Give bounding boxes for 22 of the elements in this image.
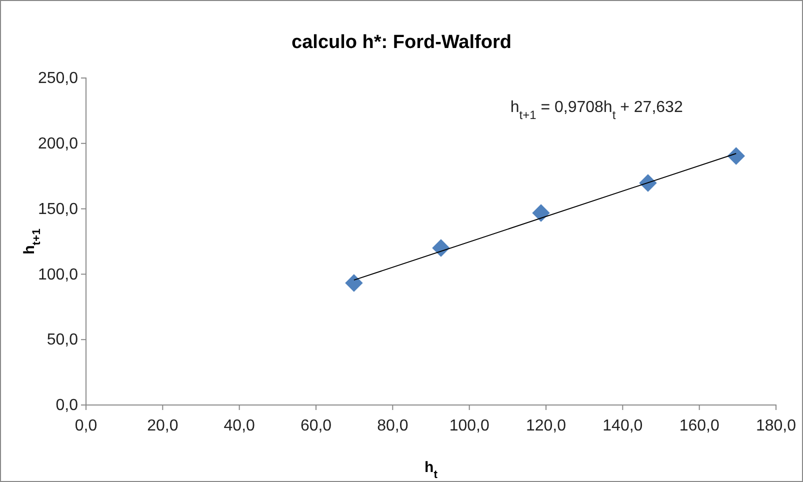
x-tick-label: 80,0 <box>377 418 408 435</box>
x-tick-label: 0,0 <box>74 418 98 435</box>
y-tick-label: 250,0 <box>38 70 78 88</box>
x-tick-label: 180,0 <box>756 418 796 435</box>
chart-title: calculo h*: Ford-Walford <box>292 32 512 53</box>
annotation: h$_{t+1}$ = 0,9708h$_{t}$ + 27,632 <box>510 99 683 122</box>
y-tick-label: 50,0 <box>46 332 78 349</box>
y-tick-label: 0,0 <box>56 397 78 414</box>
x-tick-label: 40,0 <box>224 418 256 435</box>
y-tick-label: 200,0 <box>38 136 78 153</box>
x-tick-label: 20,0 <box>147 418 178 435</box>
y-tick-label: 100,0 <box>38 266 78 284</box>
point <box>727 147 745 165</box>
x-tick-label: 140,0 <box>602 418 643 435</box>
y-tick-label: 150,0 <box>38 200 78 218</box>
point <box>345 274 363 292</box>
point <box>532 204 550 222</box>
x-axis-title: h$_{t}$ <box>424 459 438 481</box>
x-tick-label: 60,0 <box>300 418 332 435</box>
x-tick-label: 160,0 <box>679 418 720 435</box>
x-tick-label: 100,0 <box>449 418 490 435</box>
x-tick-label: 120,0 <box>526 418 566 435</box>
